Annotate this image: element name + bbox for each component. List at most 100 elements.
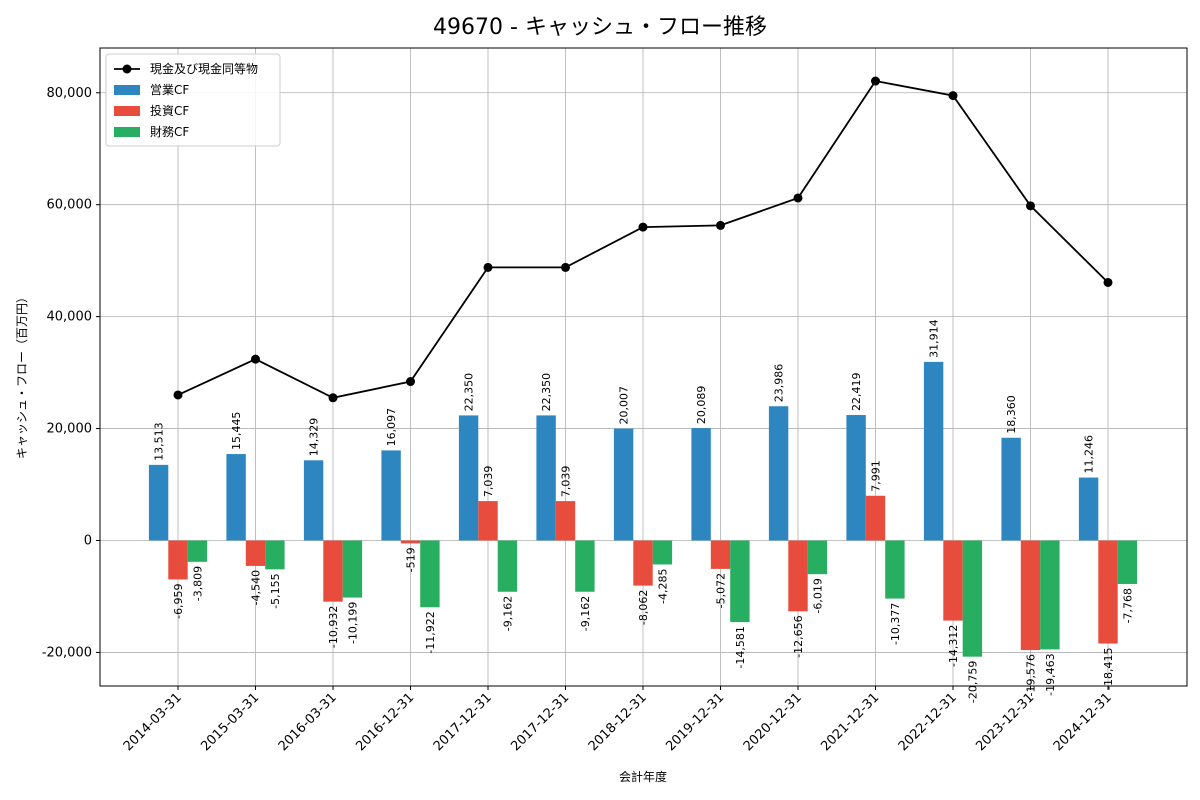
bar-label: 16,097 [385,408,398,447]
bar-label: 7,039 [560,466,573,498]
bar [148,464,169,541]
bar-label: 22,350 [463,373,476,412]
bar-label: -5,072 [715,573,728,608]
bar-label: 18,360 [1005,395,1018,434]
grid-layer [100,48,1187,686]
bar-label: -12,656 [792,615,805,657]
x-tick-label: 2022-12-31 [896,690,960,754]
x-tick-label: 2019-12-31 [663,690,727,754]
bar-label: -4,540 [250,570,263,605]
bar-label: 13,513 [153,422,166,461]
bar-label: 20,089 [695,386,708,425]
bar [168,540,188,580]
bar-label: -5,155 [269,573,282,608]
bar [885,540,905,599]
bar-label: -9,162 [501,596,514,631]
legend-bar-swatch [114,106,140,116]
cash-point [561,262,570,272]
legend-entry: 財務CF [150,124,189,139]
bar [381,450,401,541]
y-tick-label: -20,000 [42,645,92,660]
bar [923,361,944,541]
x-tick-label: 2015-03-31 [198,690,262,754]
bar [265,540,285,570]
bar [400,540,421,544]
bar-label: 14,329 [308,418,321,457]
legend-entry: 現金及び現金同等物 [150,61,258,76]
bar [1078,477,1099,541]
legend-bar-swatch [114,127,140,137]
bar [710,540,731,569]
cash-point [406,377,415,387]
bar [575,540,595,592]
bar-label: -519 [405,547,418,572]
x-tick-label: 2014-03-31 [121,690,185,754]
bar [536,415,556,541]
cash-point [251,354,260,364]
x-tick-label: 2023-12-31 [973,690,1037,754]
bar [846,415,866,541]
cash-point [638,222,648,232]
legend-entry: 営業CF [150,83,189,97]
bar-label: -10,199 [346,602,359,644]
bar-label: -14,581 [734,626,747,668]
bar-label: 22,419 [850,373,863,412]
bar-label: 11,246 [1083,435,1096,474]
bar-label: -18,415 [1102,648,1115,690]
bar [962,540,983,657]
legend-bar-swatch [114,85,140,95]
bar [652,540,673,565]
x-tick-label: 2018-12-31 [586,690,650,754]
x-tick-label: 2017-12-31 [431,690,495,754]
bar [1117,540,1138,584]
bar [633,540,653,586]
bar-label: -9,162 [579,596,592,631]
bar-label: -7,768 [1121,588,1134,623]
cash-point [173,390,183,400]
bar-label: -19,463 [1044,653,1057,695]
x-tick-label: 2021-12-31 [818,690,882,754]
bar [807,540,828,575]
x-tick-label: 2016-12-31 [353,690,417,754]
legend-entry: 投資CF [150,103,189,118]
bar [1001,437,1021,541]
bar-label: -11,922 [424,611,437,653]
x-tick-label: 2016-03-31 [276,690,340,754]
bar [691,428,711,541]
bar-label: 23,986 [773,364,786,403]
bar-label: 22,350 [540,373,553,412]
legend-point-swatch [122,64,132,74]
bar [478,501,498,541]
x-tick-label: 2020-12-31 [741,690,805,754]
bar-label: -8,062 [637,590,650,625]
bar-label: -6,019 [811,578,824,613]
bar [768,406,789,541]
x-axis-label: 会計年度 [619,769,667,784]
bar-label: 7,991 [870,460,883,492]
bar-labels-layer: 13,513 15,445 14,329 16,097 22,350 22,350 20,0… [153,319,1135,703]
bar [420,540,440,608]
bar [865,495,886,541]
y-tick-label: 20,000 [47,422,93,437]
bar [458,415,479,541]
bar-label: -14,312 [947,625,960,667]
y-tick-label: 60,000 [47,198,93,213]
bar-label: 15,445 [230,412,243,451]
y-axis: -20,000 0 20,000 40,000 60,000 80,000 [42,86,100,660]
bar [555,501,576,541]
cash-point [871,76,880,86]
y-tick-label: 40,000 [47,310,93,325]
bar [245,540,266,566]
cash-point [793,193,803,203]
bar-label: 20,007 [618,386,631,425]
bars-layer [148,361,1138,657]
bar [1020,540,1041,651]
cash-point [1103,277,1113,287]
bar-label: -10,377 [889,603,902,645]
cash-point [716,220,725,230]
x-tick-label: 2024-12-31 [1051,690,1115,754]
bar-label: -4,285 [656,568,669,603]
x-tick-label: 2017-12-31 [508,690,572,754]
legend-box [105,53,281,147]
